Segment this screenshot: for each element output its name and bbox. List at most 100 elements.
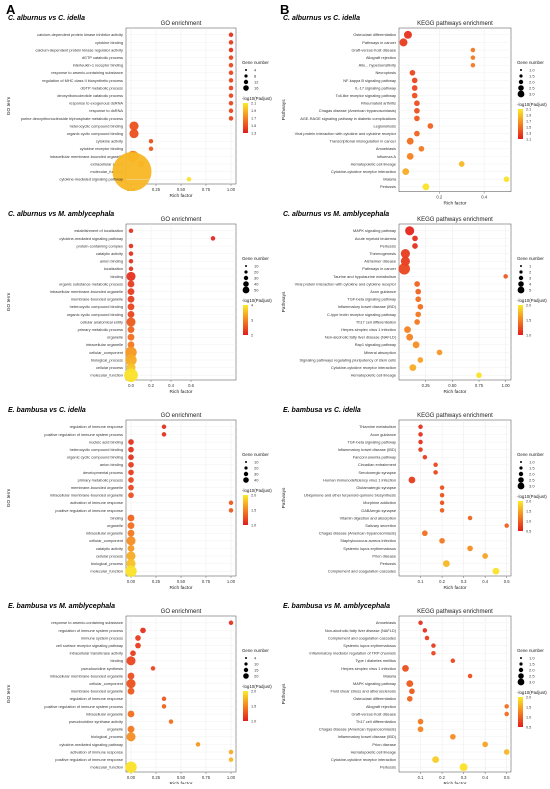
panel-letter-a: A: [6, 2, 16, 17]
y-tick-label: intracellular membrane-bounded organelle: [50, 493, 123, 498]
bubble-point: [130, 650, 136, 657]
y-tick-label: cellular_component: [89, 350, 124, 355]
y-tick-label: Th17 cell differentiation: [356, 719, 396, 724]
comparison-heading: C. alburnus vs M. amblycephala: [283, 211, 389, 218]
bubble-point: [126, 271, 136, 281]
bubble-point: [228, 62, 234, 68]
bubble-point: [127, 303, 135, 311]
y-tick-label: binding: [110, 515, 123, 520]
size-legend-dot: [517, 482, 525, 490]
y-axis-label: Pathways: [281, 99, 287, 120]
y-tick-label: Amoebiasis: [376, 620, 396, 625]
y-tick-label: Malaria: [383, 177, 397, 182]
bubble-point: [128, 258, 134, 264]
size-legend-dot: [518, 667, 524, 673]
bubble-point: [124, 368, 138, 383]
bubble-point: [503, 176, 510, 183]
color-legend-label: 4: [251, 303, 253, 307]
y-tick-label: Osteoclast differentiation: [353, 696, 396, 701]
size-legend-label: 2.0: [529, 471, 535, 476]
y-tick-label: Osteoclast differentiation: [353, 32, 396, 37]
size-legend-label: 40: [254, 281, 259, 286]
y-tick-label: localization: [104, 266, 123, 271]
bubble-point: [403, 30, 412, 39]
y-tick-label: Signaling pathways regulating pluripoten…: [300, 357, 397, 362]
y-tick-label: Hematopoietic cell lineage: [351, 373, 396, 378]
size-legend-label: 10: [254, 459, 259, 464]
size-legend-dot: [244, 466, 248, 470]
color-legend-label: 2.0: [251, 689, 256, 693]
size-legend-dot: [243, 667, 249, 673]
bubble-point: [127, 333, 135, 341]
color-legend-label: 2.0: [526, 695, 531, 699]
size-legend-label: 20: [254, 673, 259, 678]
bubble-point: [418, 432, 423, 437]
bubble-point: [228, 85, 234, 91]
y-tick-label: dGTP metabolic process: [80, 85, 123, 90]
y-tick-label: Morphine addiction: [363, 500, 396, 505]
y-tick-label: Prion disease: [372, 742, 396, 747]
bubble-point: [112, 152, 152, 192]
bubble-point: [228, 749, 234, 755]
y-tick-label: regulation of immune response: [70, 424, 123, 429]
bubble-point: [414, 281, 420, 287]
y-tick-label: Th17 cell differentiation: [356, 319, 396, 324]
bubble-point: [412, 243, 418, 249]
color-legend-label: 2.1: [526, 107, 531, 111]
bubble-point: [210, 236, 216, 241]
chart-title: GO enrichment: [161, 413, 202, 419]
x-tick-label: 0.6: [188, 383, 194, 388]
bubble-point: [409, 69, 416, 76]
y-tick-label: cellular anatomical entity: [80, 319, 123, 324]
size-legend-label: 1.5: [529, 661, 535, 666]
size-legend-dot: [518, 85, 524, 91]
y-tick-label: Viral protein interaction with cytokine …: [295, 281, 397, 286]
x-tick-label: 1.00: [502, 383, 511, 388]
y-tick-label: Acute myeloid leukemia: [355, 236, 397, 241]
size-legend-dot: [517, 678, 525, 686]
bubble-point: [126, 656, 136, 666]
y-tick-label: response to arsenic-containing substance: [51, 620, 123, 625]
y-tick-label: positive regulation of immune system pro…: [44, 432, 123, 437]
bubble-point: [476, 372, 482, 379]
plot-area: [398, 419, 512, 577]
color-legend-label: 1.5: [526, 509, 531, 513]
bubble-point: [418, 145, 425, 152]
bubble-point: [439, 537, 445, 544]
color-legend-label: 1.5: [251, 704, 256, 708]
y-tick-label: membrane-bounded organelle: [71, 689, 123, 694]
x-tick-label: 0.75: [202, 775, 211, 780]
chart-panel-7: E. bambusa vs M. amblycephala GO enrichme…: [6, 603, 272, 787]
color-legend-label: 1.9: [251, 109, 256, 113]
size-legend-label: 10: [254, 263, 259, 268]
color-legend-label: 2.1: [251, 101, 256, 105]
bubble-point: [126, 551, 136, 561]
x-tick-label: 0.3: [461, 579, 467, 584]
bubble-point: [127, 545, 135, 552]
size-legend-dot: [242, 286, 250, 294]
size-legend-label: 2.5: [529, 85, 535, 90]
bubble-point: [148, 146, 154, 152]
y-tick-label: Ubiquinone and other terpenoid-quinone b…: [304, 493, 396, 498]
size-legend-dot: [245, 265, 247, 267]
x-tick-label: 0.50: [177, 775, 186, 780]
y-tick-label: cellular_component: [89, 681, 124, 686]
y-tick-label: Graft-versus-host disease: [351, 711, 396, 716]
bubble-point: [405, 226, 415, 236]
y-tick-label: developmental process: [83, 470, 123, 475]
y-tick-label: regulation of immune system process: [59, 628, 123, 633]
x-tick-label: 0.50: [177, 187, 186, 192]
bubble-point: [411, 77, 418, 84]
size-legend-label: 3.0: [529, 91, 535, 96]
bubble-point: [450, 733, 456, 740]
size-legend-dot: [519, 270, 523, 274]
bubble-point: [125, 761, 137, 773]
x-tick-label: 0.75: [475, 383, 484, 388]
bubble-point: [228, 78, 234, 83]
bubble-point: [418, 424, 423, 430]
y-tick-label: Fluid shear stress and atherosclerosis: [330, 689, 396, 694]
bubble-point: [127, 311, 135, 318]
y-tick-label: Prion disease: [372, 553, 396, 558]
x-tick-label: 0.25: [152, 579, 161, 584]
y-tick-label: Thermogenesis: [369, 251, 396, 256]
